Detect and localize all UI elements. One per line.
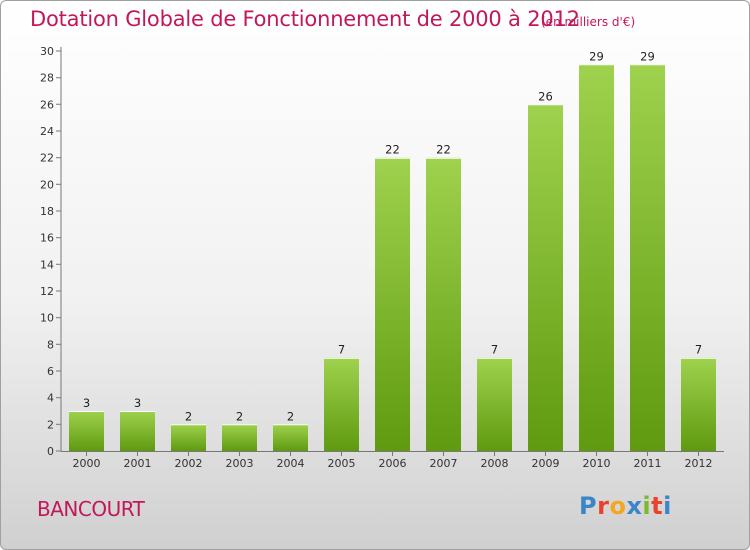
x-tick-label-2008: 2008 xyxy=(481,457,509,470)
axes-group xyxy=(56,47,724,456)
x-tick-label-2001: 2001 xyxy=(124,457,152,470)
value-label-2007: 22 xyxy=(436,143,451,157)
x-tick-label-2009: 2009 xyxy=(532,457,560,470)
bar-2010 xyxy=(579,64,614,452)
bar-2001 xyxy=(120,411,155,451)
x-tick-label-2003: 2003 xyxy=(226,457,254,470)
y-tick-label: 10 xyxy=(40,312,54,325)
x-tick-label-2007: 2007 xyxy=(430,457,458,470)
logo-letter: i xyxy=(663,492,672,520)
x-tick-label-2010: 2010 xyxy=(583,457,611,470)
y-tick-label: 24 xyxy=(40,125,54,138)
x-tick-label-2011: 2011 xyxy=(634,457,662,470)
value-label-2000: 3 xyxy=(83,396,90,410)
y-tick-label: 22 xyxy=(40,152,54,165)
bar-2004 xyxy=(273,424,308,451)
bar-2009 xyxy=(528,104,563,452)
value-label-2012: 7 xyxy=(695,343,702,357)
y-tick-label: 28 xyxy=(40,72,54,85)
logo-letter: x xyxy=(626,492,643,520)
value-label-2008: 7 xyxy=(491,343,498,357)
y-tick-label: 26 xyxy=(40,98,54,111)
logo-letter: o xyxy=(609,492,627,520)
y-tick-label: 30 xyxy=(40,45,54,58)
value-label-2006: 22 xyxy=(385,143,400,157)
bar-2005 xyxy=(324,357,359,451)
x-tick-label-2004: 2004 xyxy=(277,457,305,470)
value-label-2010: 29 xyxy=(589,49,604,63)
proxiti-logo[interactable]: Proxiti xyxy=(579,492,672,520)
value-label-2009: 26 xyxy=(538,89,553,103)
y-tick-label: 6 xyxy=(47,365,54,378)
x-tick-label-2000: 2000 xyxy=(73,457,101,470)
value-label-2005: 7 xyxy=(338,343,345,357)
x-tick-label-2005: 2005 xyxy=(328,457,356,470)
value-label-2004: 2 xyxy=(287,409,294,423)
x-tick-label-2006: 2006 xyxy=(379,457,407,470)
logo-letter: t xyxy=(651,492,664,520)
bar-2008 xyxy=(477,357,512,451)
logo-letter: r xyxy=(597,492,610,520)
bar-2002 xyxy=(171,424,206,451)
value-label-2002: 2 xyxy=(185,409,192,423)
chart-title: Dotation Globale de Fonctionnement de 20… xyxy=(30,7,580,31)
y-tick-label: 20 xyxy=(40,178,54,191)
bar-2006 xyxy=(375,157,410,451)
x-tick-label-2002: 2002 xyxy=(175,457,203,470)
bar-2011 xyxy=(630,64,665,452)
bar-2012 xyxy=(681,357,716,451)
bar-2000 xyxy=(69,411,104,451)
y-tick-label: 14 xyxy=(40,258,54,271)
y-tick-label: 18 xyxy=(40,205,54,218)
chart-subtitle: (en milliers d'€) xyxy=(541,15,636,29)
logo-letter: P xyxy=(579,492,598,520)
x-tick-label-2012: 2012 xyxy=(685,457,713,470)
value-label-2001: 3 xyxy=(134,396,141,410)
bar-2007 xyxy=(426,157,461,451)
y-tick-label: 4 xyxy=(47,392,54,405)
y-tick-label: 2 xyxy=(47,418,54,431)
value-label-2011: 29 xyxy=(640,49,655,63)
y-tick-label: 12 xyxy=(40,285,54,298)
y-tick-label: 0 xyxy=(47,445,54,458)
y-tick-label: 8 xyxy=(47,338,54,351)
bars-group xyxy=(69,64,716,452)
value-label-2003: 2 xyxy=(236,409,243,423)
logo-letter: i xyxy=(642,492,652,520)
commune-name: BANCOURT xyxy=(37,497,145,521)
y-tick-label: 16 xyxy=(40,232,54,245)
bar-2003 xyxy=(222,424,257,451)
